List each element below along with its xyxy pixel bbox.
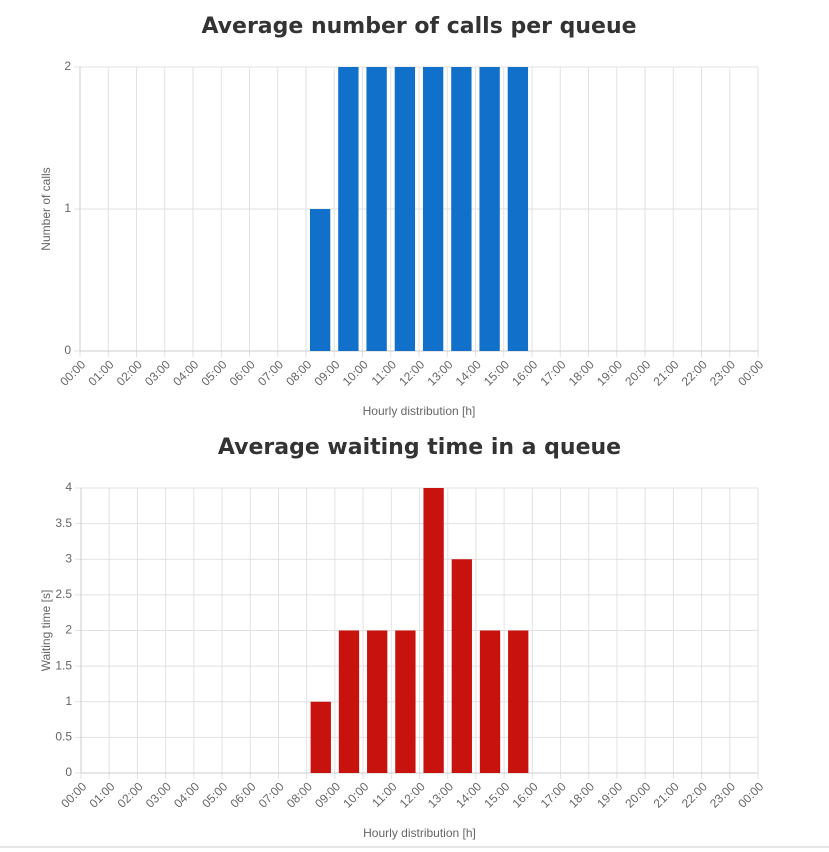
y-tick-label: 4 [65,480,72,494]
x-tick-label: 15:00 [481,779,512,810]
x-tick-label: 01:00 [86,779,117,810]
x-tick-label: 15:00 [481,357,512,388]
y-axis-title: Waiting time [s] [39,590,53,672]
x-tick-label: 02:00 [115,779,146,810]
x-axis-title: Hourly distribution [h] [363,404,476,418]
x-tick-label: 00:00 [735,357,766,388]
x-tick-label: 13:00 [424,357,455,388]
y-tick-label: 0 [64,343,71,357]
y-tick-label: 1 [65,694,72,708]
bar [309,209,331,351]
x-tick-label: 06:00 [227,357,258,388]
bar [366,67,387,351]
bar [508,630,529,773]
bar [395,630,416,773]
x-tick-label: 09:00 [311,357,342,388]
bar [367,630,388,773]
x-tick-label: 17:00 [537,357,568,388]
x-tick-label: 16:00 [509,357,540,388]
x-tick-label: 22:00 [679,357,710,388]
chart-title: Average number of calls per queue [201,14,636,39]
x-tick-label: 18:00 [566,779,597,810]
x-tick-label: 06:00 [227,779,258,810]
x-tick-label: 02:00 [114,357,145,388]
bar [479,630,501,773]
x-tick-label: 20:00 [622,779,653,810]
bar [451,559,472,773]
x-tick-label: 10:00 [340,779,371,810]
x-tick-label: 16:00 [510,779,541,810]
y-tick-label: 3 [65,551,72,565]
x-tick-label: 17:00 [538,779,569,810]
x-tick-label: 04:00 [170,357,201,388]
x-tick-label: 14:00 [453,779,484,810]
x-axis-title: Hourly distribution [h] [363,826,476,840]
x-tick-label: 23:00 [707,779,738,810]
x-tick-label: 08:00 [284,779,315,810]
y-tick-label: 1.5 [55,658,72,672]
bar [394,67,416,351]
y-tick-label: 0.5 [55,730,72,744]
x-tick-label: 08:00 [283,357,314,388]
x-tick-label: 03:00 [142,357,173,388]
y-tick-label: 3.5 [55,516,72,530]
x-tick-label: 10:00 [340,357,371,388]
x-tick-label: 11:00 [369,357,400,388]
x-tick-label: 00:00 [735,779,766,810]
y-tick-label: 0 [65,765,72,779]
x-tick-label: 05:00 [199,779,230,810]
x-tick-label: 07:00 [256,779,287,810]
x-tick-label: 23:00 [707,357,738,388]
y-tick-label: 2.5 [55,587,72,601]
bar [338,630,360,773]
x-tick-label: 19:00 [594,357,625,388]
bar [338,67,359,351]
x-tick-label: 18:00 [566,357,597,388]
bar [479,67,500,351]
y-tick-label: 1 [64,201,71,215]
x-tick-label: 11:00 [369,779,400,810]
x-tick-label: 00:00 [58,779,89,810]
x-tick-label: 21:00 [651,779,682,810]
x-tick-label: 20:00 [622,357,653,388]
x-tick-label: 14:00 [453,357,484,388]
x-tick-label: 22:00 [679,779,710,810]
x-tick-label: 01:00 [85,357,116,388]
chart-title: Average waiting time in a queue [218,435,621,460]
y-tick-label: 2 [65,623,72,637]
x-tick-label: 03:00 [143,779,174,810]
bar [422,67,444,351]
x-tick-label: 09:00 [312,779,343,810]
y-tick-label: 2 [64,59,71,73]
x-tick-label: 21:00 [650,357,681,388]
bar [507,67,529,351]
x-tick-label: 12:00 [396,357,427,388]
x-tick-label: 04:00 [171,779,202,810]
x-tick-label: 19:00 [594,779,625,810]
bar [451,67,472,351]
x-tick-label: 13:00 [425,779,456,810]
y-axis-title: Number of calls [39,167,53,250]
x-tick-label: 12:00 [397,779,428,810]
x-tick-label: 00:00 [57,357,88,388]
x-tick-label: 07:00 [255,357,286,388]
bar [310,701,331,773]
x-tick-label: 05:00 [198,357,229,388]
bar [423,488,444,773]
